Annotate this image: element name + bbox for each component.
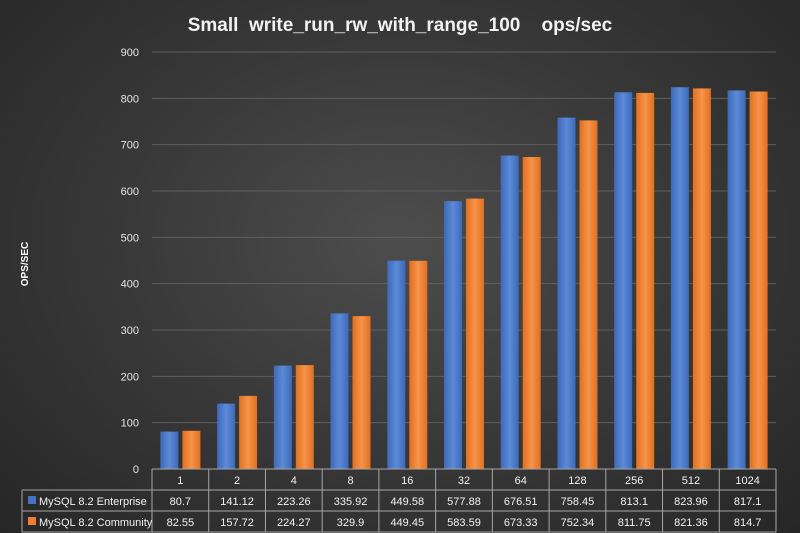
category-label: 64: [515, 475, 527, 487]
y-tick-label: 400: [121, 279, 139, 291]
bar-enterprise-64: [500, 155, 519, 469]
chart-title: Small write_run_rw_with_range_100 ops/se…: [188, 15, 613, 36]
y-tick-label: 700: [121, 140, 139, 152]
bar-community-1024: [749, 91, 768, 469]
bar-enterprise-1: [160, 431, 179, 469]
y-tick-label: 100: [121, 418, 139, 430]
bar-enterprise-8: [330, 313, 349, 469]
data-label: 449.45: [390, 517, 424, 529]
data-table: 1 2 4 8 16 32 64 128 256 512 1024 MySQL 8.2 Enterpr…: [21, 468, 777, 533]
bar-community-128: [579, 120, 598, 470]
data-label: 823.96: [674, 496, 708, 508]
y-tick-label: 500: [121, 232, 139, 244]
y-tick-label: 600: [121, 186, 139, 198]
bar-enterprise-128: [557, 117, 576, 469]
bars: [160, 87, 768, 470]
legend-swatch-community: [28, 517, 36, 525]
bar-enterprise-512: [670, 87, 689, 469]
category-label: 1: [177, 475, 183, 487]
y-tick-label: 200: [121, 371, 139, 383]
y-tick-label: 800: [121, 93, 139, 105]
category-label: 256: [625, 475, 643, 487]
data-label: 821.36: [674, 517, 708, 529]
category-label: 128: [568, 475, 586, 487]
data-label: 157.72: [220, 517, 254, 529]
bar-community-8: [352, 316, 371, 469]
data-label: 676.51: [504, 496, 538, 508]
data-label: 449.58: [390, 496, 424, 508]
data-label: 811.75: [618, 517, 651, 529]
data-label: 577.88: [447, 496, 481, 508]
bar-community-4: [295, 365, 314, 469]
category-label: 8: [347, 475, 353, 487]
bar-community-2: [239, 395, 258, 469]
category-label: 16: [401, 475, 413, 487]
bar-community-64: [522, 157, 541, 469]
bar-enterprise-1024: [727, 90, 746, 470]
category-label: 4: [291, 475, 297, 487]
legend-swatch-enterprise: [28, 496, 36, 504]
bar-enterprise-4: [273, 365, 292, 469]
data-label: 80.7: [170, 496, 191, 508]
data-label: 752.34: [561, 517, 595, 529]
category-label: 512: [682, 475, 700, 487]
data-label: 813.1: [620, 496, 648, 508]
data-label: 673.33: [504, 517, 538, 529]
y-axis-label: OPS/SEC: [20, 242, 31, 286]
y-tick-label: 900: [121, 47, 139, 59]
data-label: 814.7: [734, 517, 762, 529]
bar-community-256: [636, 92, 655, 470]
data-label: 817.1: [734, 496, 762, 508]
bar-enterprise-32: [444, 201, 462, 469]
legend-label: MySQL 8.2 Enterprise: [39, 496, 147, 508]
bar-community-1: [182, 430, 201, 469]
data-label: 82.55: [167, 517, 195, 529]
category-label: 32: [458, 475, 470, 487]
bar-community-16: [409, 260, 428, 469]
bar-enterprise-16: [387, 260, 406, 469]
category-label: 2: [234, 475, 240, 487]
legend-label: MySQL 8.2 Community: [39, 517, 153, 529]
bar-community-32: [466, 198, 484, 469]
bar-enterprise-2: [217, 403, 236, 469]
data-label: 335.92: [334, 496, 368, 508]
category-label: 1024: [735, 475, 759, 487]
data-label: 758.45: [561, 496, 595, 508]
data-label: 141.12: [220, 496, 254, 508]
y-tick-label: 300: [121, 325, 139, 337]
y-axis-ticks: 0 100 200 300 400 500 600 700 800 900: [121, 47, 139, 476]
gridlines: [152, 51, 776, 424]
bar-community-512: [692, 88, 711, 470]
data-label: 223.26: [277, 496, 311, 508]
data-label: 583.59: [447, 517, 481, 529]
data-label: 329.9: [337, 517, 365, 529]
data-label: 224.27: [277, 517, 311, 529]
bar-enterprise-256: [614, 92, 633, 470]
y-tick-label: 0: [133, 464, 139, 476]
